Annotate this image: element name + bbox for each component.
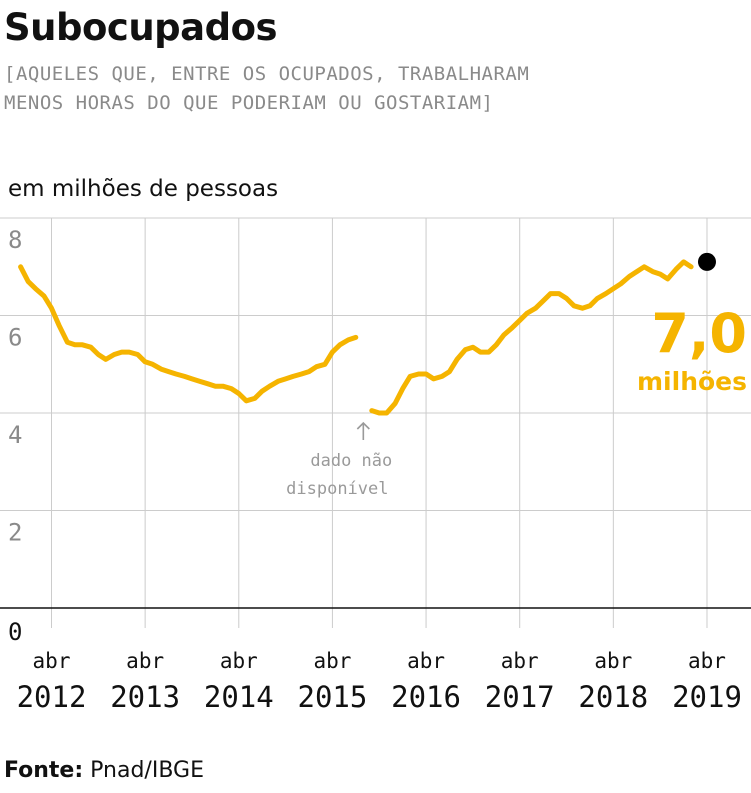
- x-tick-year-2013: 2013: [110, 680, 180, 714]
- x-tick-month-2012: abr: [33, 649, 71, 673]
- series-line-segment-2: [369, 259, 694, 416]
- x-tick-month-2019: abr: [688, 649, 726, 673]
- chart-title: Subocupados: [4, 6, 278, 49]
- x-tick-month-2017: abr: [501, 649, 539, 673]
- y-tick-label-2: 2: [8, 519, 22, 547]
- subtitle-line-2: MENOS HORAS DO QUE PODERIAM OU GOSTARIAM…: [4, 92, 494, 114]
- x-tick-year-2018: 2018: [578, 680, 648, 714]
- grid-layer: [0, 217, 751, 628]
- x-tick-month-2018: abr: [594, 649, 632, 673]
- x-tick-month-2013: abr: [126, 649, 164, 673]
- series-layer: [18, 252, 716, 416]
- series-line-segment-1: [18, 264, 359, 404]
- subtitle-line-1: [AQUELES QUE, ENTRE OS OCUPADOS, TRABALH…: [4, 63, 530, 85]
- highlight-value: 7,0: [651, 302, 747, 365]
- y-tick-label-0: 0: [8, 618, 22, 646]
- label-layer: 0 2 4 6 8 abr 2012 abr 2013 abr 2014 abr 2015 abr 2016…: [8, 226, 747, 714]
- x-tick-year-2016: 2016: [391, 680, 461, 714]
- unit-label: em milhões de pessoas: [8, 176, 279, 202]
- line-chart: 0 2 4 6 8 abr 2012 abr 2013 abr 2014 abr 2015 abr 2016…: [0, 217, 751, 714]
- annotation-line-2: disponível: [286, 479, 388, 499]
- annotation-line-1: dado não: [310, 451, 392, 471]
- x-tick-year-2019: 2019: [672, 680, 742, 714]
- highlight-unit: milhões: [637, 367, 747, 396]
- x-tick-month-2014: abr: [220, 649, 258, 673]
- chart-subtitle: [AQUELES QUE, ENTRE OS OCUPADOS, TRABALH…: [4, 60, 704, 118]
- y-tick-label-8: 8: [8, 226, 22, 254]
- x-tick-year-2015: 2015: [298, 680, 368, 714]
- source-value: Pnad/IBGE: [90, 758, 204, 783]
- x-tick-month-2016: abr: [407, 649, 445, 673]
- x-tick-year-2014: 2014: [204, 680, 274, 714]
- source-label: Fonte:: [4, 758, 84, 783]
- x-tick-year-2012: 2012: [17, 680, 87, 714]
- source-note: Fonte: Pnad/IBGE: [4, 758, 204, 783]
- y-tick-label-4: 4: [8, 421, 22, 449]
- x-tick-month-2015: abr: [313, 649, 351, 673]
- last-point-marker: [697, 252, 716, 271]
- x-tick-year-2017: 2017: [485, 680, 555, 714]
- annotation-arrow-icon: [356, 421, 370, 440]
- y-tick-label-6: 6: [8, 324, 22, 352]
